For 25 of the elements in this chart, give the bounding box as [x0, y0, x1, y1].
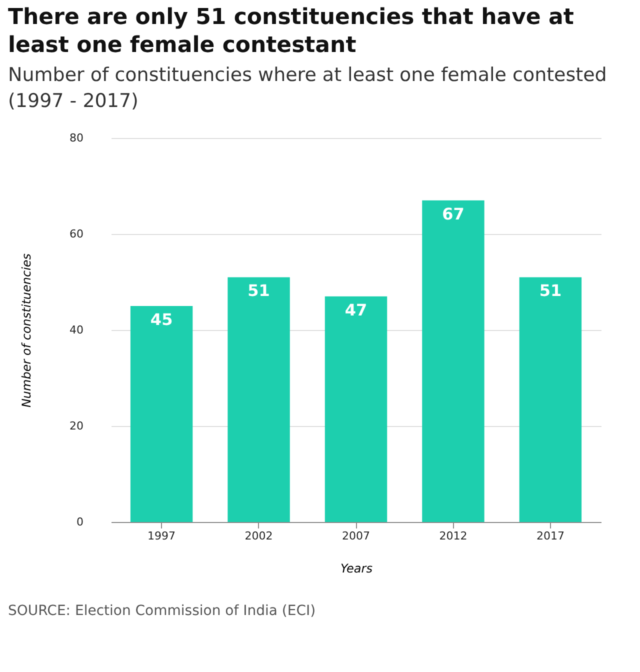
y-axis-title: Number of constituencies [20, 253, 34, 408]
y-tick-label: 0 [76, 516, 84, 528]
source-note: SOURCE: Election Commission of India (ECI) [8, 603, 317, 619]
data-label: 47 [344, 300, 368, 320]
bar [422, 200, 484, 522]
y-tick-label: 80 [70, 132, 84, 144]
x-tick-label: 1997 [148, 530, 176, 542]
x-axis-title: Years [340, 562, 372, 576]
data-label: 67 [442, 204, 464, 224]
data-label: 51 [539, 281, 562, 300]
data-label: 51 [248, 281, 270, 300]
chart-subtitle: Number of constituencies where at least one female contested (1997 - 2017) [8, 63, 608, 114]
chart-title: There are only 51 constituencies that have at least one female contestant [8, 4, 575, 60]
y-tick-label: 40 [70, 324, 84, 336]
x-tick-label: 2002 [244, 530, 273, 542]
data-label: 45 [150, 310, 173, 329]
bar [228, 277, 290, 522]
x-tick-label: 2007 [342, 530, 370, 542]
x-tick-label: 2012 [439, 530, 468, 542]
bar [130, 306, 193, 522]
x-tick-label: 2017 [536, 530, 564, 542]
y-tick-label: 60 [70, 228, 84, 240]
bar [519, 277, 582, 522]
bar [324, 296, 388, 522]
y-tick-label: 20 [70, 420, 84, 432]
